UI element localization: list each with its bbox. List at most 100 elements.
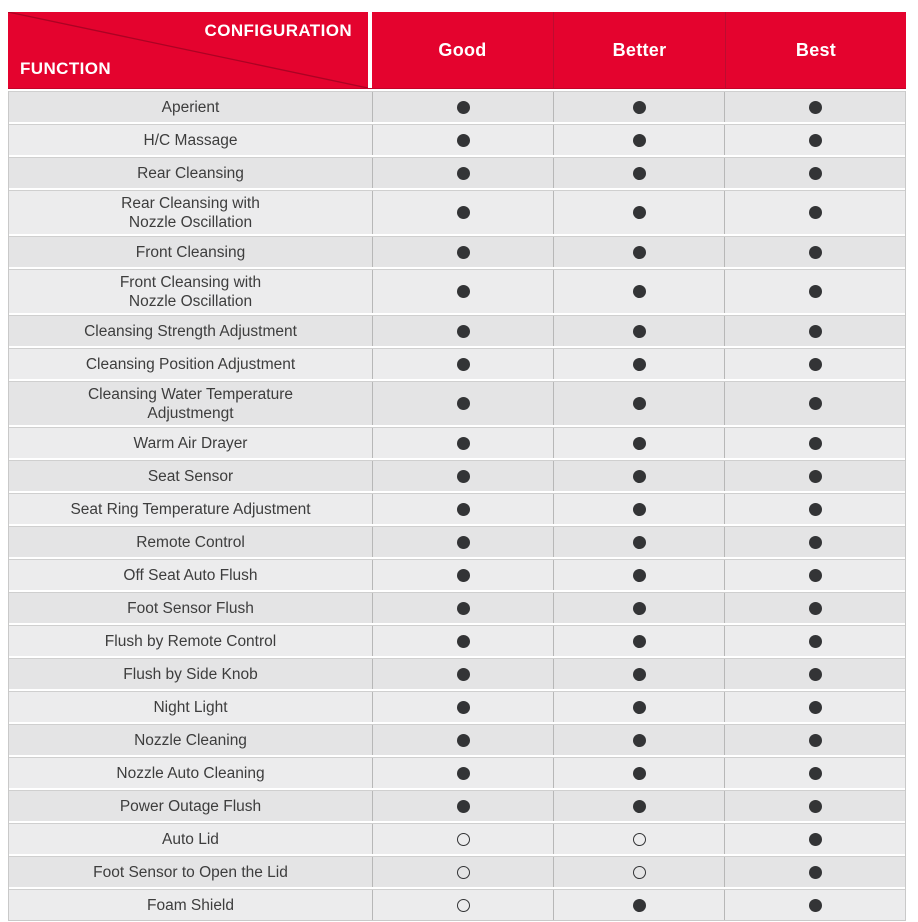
- better-cell: [553, 461, 724, 491]
- best-cell: [724, 659, 905, 689]
- best-cell: [724, 560, 905, 590]
- filled-circle-icon: [456, 733, 470, 747]
- function-header-label: FUNCTION: [20, 59, 112, 78]
- good-cell: [372, 659, 553, 689]
- best-cell: [724, 382, 905, 425]
- filled-circle-icon: [632, 245, 646, 259]
- open-circle-icon: [456, 832, 470, 846]
- table-row: Foot Sensor Flush: [9, 592, 905, 623]
- filled-circle-icon: [808, 766, 822, 780]
- filled-circle-icon: [808, 832, 822, 846]
- function-cell-label: Warm Air Drayer: [133, 434, 248, 452]
- best-cell: [724, 270, 905, 313]
- open-circle-icon: [456, 865, 470, 879]
- better-cell: [553, 494, 724, 524]
- function-cell-label: Seat Ring Temperature Adjustment: [70, 500, 311, 518]
- filled-circle-icon: [456, 206, 470, 219]
- filled-circle-icon: [632, 634, 646, 648]
- filled-circle-icon: [632, 568, 646, 582]
- filled-circle-icon: [632, 898, 646, 912]
- function-cell-label: Remote Control: [136, 533, 245, 551]
- best-cell: [724, 461, 905, 491]
- good-cell: [372, 316, 553, 346]
- good-cell: [372, 725, 553, 755]
- best-cell: [724, 857, 905, 887]
- filled-circle-icon: [456, 245, 470, 259]
- filled-circle-icon: [632, 100, 646, 114]
- filled-circle-icon: [632, 766, 646, 780]
- better-cell: [553, 349, 724, 379]
- filled-circle-icon: [632, 502, 646, 516]
- good-cell: [372, 382, 553, 425]
- better-cell: [553, 428, 724, 458]
- good-cell: [372, 92, 553, 122]
- good-cell: [372, 758, 553, 788]
- table-row: Seat Sensor: [9, 460, 905, 491]
- function-cell-label: Aperient: [161, 98, 220, 116]
- filled-circle-icon: [808, 700, 822, 714]
- filled-circle-icon: [808, 166, 822, 180]
- header-corner-cell: CONFIGURATION FUNCTION: [8, 12, 372, 88]
- table-row: Cleansing Position Adjustment: [9, 348, 905, 379]
- table-row: Power Outage Flush: [9, 790, 905, 821]
- best-cell: [724, 237, 905, 267]
- better-cell: [553, 191, 724, 234]
- table-row: Night Light: [9, 691, 905, 722]
- better-cell: [553, 158, 724, 188]
- function-cell-label: Night Light: [153, 698, 228, 716]
- best-cell: [724, 191, 905, 234]
- open-circle-icon: [456, 898, 470, 912]
- table-row: Seat Ring Temperature Adjustment: [9, 493, 905, 524]
- best-cell: [724, 725, 905, 755]
- good-cell: [372, 494, 553, 524]
- table-row: Auto Lid: [9, 823, 905, 854]
- filled-circle-icon: [456, 357, 470, 371]
- best-cell: [724, 92, 905, 122]
- filled-circle-icon: [632, 436, 646, 450]
- function-cell-label: Flush by Side Knob: [123, 665, 258, 683]
- good-cell: [372, 857, 553, 887]
- filled-circle-icon: [456, 436, 470, 450]
- good-cell: [372, 824, 553, 854]
- good-cell: [372, 158, 553, 188]
- best-cell: [724, 125, 905, 155]
- filled-circle-icon: [456, 397, 470, 410]
- better-cell: [553, 237, 724, 267]
- filled-circle-icon: [808, 469, 822, 483]
- function-cell-label: Foam Shield: [146, 896, 234, 914]
- filled-circle-icon: [456, 568, 470, 582]
- filled-circle-icon: [632, 667, 646, 681]
- filled-circle-icon: [808, 535, 822, 549]
- good-cell: [372, 527, 553, 557]
- better-cell: [553, 626, 724, 656]
- filled-circle-icon: [632, 324, 646, 338]
- best-cell: [724, 316, 905, 346]
- filled-circle-icon: [808, 133, 822, 147]
- function-cell-label: Auto Lid: [162, 830, 219, 848]
- filled-circle-icon: [456, 100, 470, 114]
- table-row: Nozzle Cleaning: [9, 724, 905, 755]
- function-cell-label: Nozzle Auto Cleaning: [116, 764, 265, 782]
- filled-circle-icon: [632, 357, 646, 371]
- filled-circle-icon: [632, 535, 646, 549]
- good-cell: [372, 428, 553, 458]
- best-cell: [724, 758, 905, 788]
- function-cell-label: Cleansing Water Temperature Adjustmengt: [87, 385, 294, 422]
- filled-circle-icon: [632, 733, 646, 747]
- filled-circle-icon: [808, 667, 822, 681]
- function-cell-label: Front Cleansing with Nozzle Oscillation: [119, 273, 262, 310]
- best-cell: [724, 824, 905, 854]
- table-row: Rear Cleansing with Nozzle Oscillation: [9, 190, 905, 234]
- better-cell: [553, 270, 724, 313]
- diagonal-divider-line: [8, 12, 368, 88]
- function-cell-label: Seat Sensor: [147, 467, 234, 485]
- filled-circle-icon: [808, 601, 822, 615]
- better-cell: [553, 857, 724, 887]
- filled-circle-icon: [808, 285, 822, 298]
- best-cell: [724, 692, 905, 722]
- best-cell: [724, 494, 905, 524]
- function-cell-label: Off Seat Auto Flush: [123, 566, 258, 584]
- filled-circle-icon: [456, 601, 470, 615]
- better-cell: [553, 527, 724, 557]
- filled-circle-icon: [456, 535, 470, 549]
